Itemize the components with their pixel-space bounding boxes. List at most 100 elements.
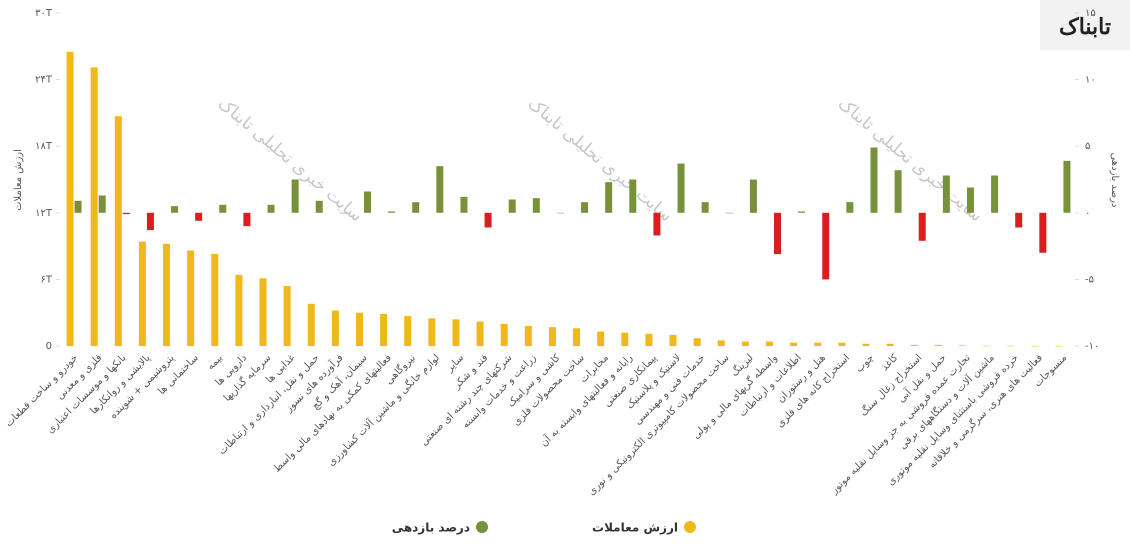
y2-tick-label: ۱۰ [1085,75,1096,86]
bar [114,116,122,346]
bar [291,179,299,213]
bar [870,147,878,213]
bar [500,323,508,346]
bar [597,331,605,346]
bar [380,313,388,346]
bar [605,182,613,213]
bar [138,241,146,346]
bar [790,342,798,346]
bar [669,334,677,346]
y2-tick-label: -۵ [1085,274,1094,285]
bar [701,202,709,213]
bar [508,199,516,213]
bar [315,200,323,213]
bar [98,195,106,213]
bar [717,340,725,346]
bar [339,212,347,214]
bar [243,212,251,227]
y-tick-label: ۲۴T [35,75,53,86]
bar [725,212,733,214]
bar [798,211,806,213]
bar [436,166,444,213]
legend-label: ارزش معاملات [592,521,678,535]
bar [476,321,484,346]
bar [452,319,460,346]
logo-box [1040,0,1130,50]
bar [934,344,942,346]
bar [267,204,275,213]
y2-tick-label: -۱۰ [1085,341,1099,352]
bar [629,179,637,213]
bar [573,328,581,346]
bar [581,202,589,213]
bar [307,303,315,346]
logo: تابناک [1059,14,1111,40]
bar [363,191,371,213]
bar [846,202,854,213]
bar [693,338,701,346]
x-tick-label: چوب [854,352,876,374]
bar [621,332,629,346]
bar [966,187,974,213]
bar [122,212,130,215]
bar [1063,160,1071,213]
y2-tick-label: ۵ [1085,141,1090,152]
y2-tick-label: ۰ [1085,208,1090,219]
bar [918,212,926,241]
bar [211,253,219,346]
bar [428,318,436,346]
legend-marker [684,521,696,533]
bar [886,343,894,346]
bar [404,316,412,346]
bar [894,170,902,213]
bar [862,343,870,346]
bar [983,345,991,347]
bar [412,202,420,213]
y-tick-label: ۶T [41,274,53,285]
x-tick-label: کاغذ [880,352,901,373]
y-tick-label: 0 [46,341,52,352]
bar [677,163,685,213]
bar [653,212,661,236]
bar [524,326,532,346]
bar [910,344,918,346]
bar [991,175,999,213]
bar [283,286,291,346]
bar [958,345,966,346]
bar [355,312,363,346]
x-tick-label: بیمه [205,352,225,372]
bar [219,204,227,213]
watermark: سایت خبری تحلیلی تابناک [214,94,366,226]
bar [187,250,195,346]
bar [146,212,154,231]
bar [235,274,243,346]
bar [774,212,782,255]
y2-axis-title: درصد بازدهی [1109,153,1120,208]
bar [259,278,267,346]
bar [822,212,830,280]
bar [388,211,396,213]
y-tick-label: ۱۸T [35,141,53,152]
y-axis-title: ارزش معاملات [13,149,24,211]
bar [838,342,846,346]
bar [645,333,653,346]
y-tick-label: ۳۰T [35,8,53,19]
bar [171,206,179,213]
bar [195,212,203,221]
y-tick-label: ۱۲T [35,208,53,219]
watermark: سایت خبری تحلیلی تابناک [834,94,986,226]
bar [66,51,74,346]
legend-marker [476,521,488,533]
bar [814,342,822,346]
bar [74,200,82,213]
legend-label: درصد بازدهی [392,521,470,535]
bar [1055,345,1063,347]
watermark: سایت خبری تحلیلی تابناک [524,94,676,226]
bar [460,196,468,213]
bar [532,198,540,213]
bar [1031,345,1039,347]
bar [1007,345,1015,347]
bar [484,212,492,228]
bar [548,327,556,346]
